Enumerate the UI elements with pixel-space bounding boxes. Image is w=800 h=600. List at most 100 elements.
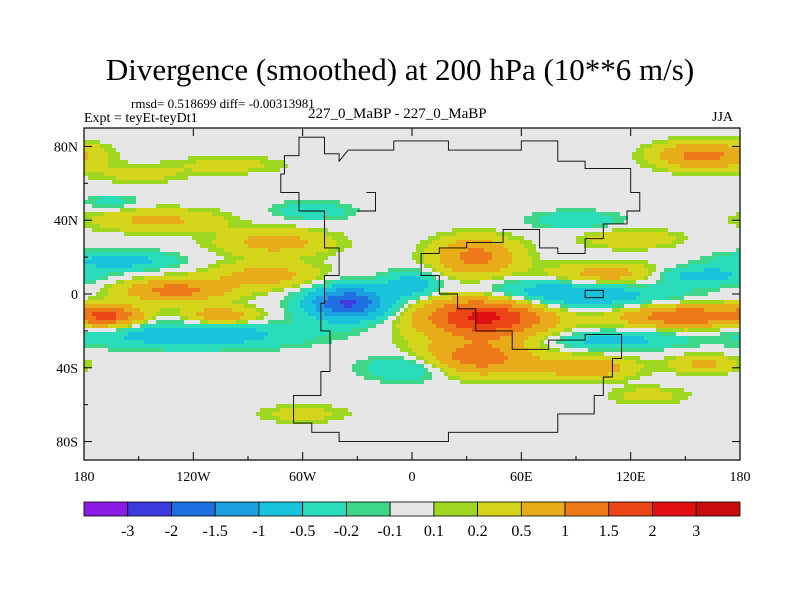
field-cell [632,208,637,213]
field-cell [128,156,133,161]
field-cell [332,232,337,237]
field-cell [520,188,525,193]
field-cell [216,144,221,149]
field-cell [272,200,277,205]
field-cell [676,144,681,149]
field-cell [664,132,669,137]
field-cell [460,200,465,205]
field-cell [508,152,513,157]
field-cell [292,228,297,233]
field-cell [412,200,417,205]
field-cell [264,180,269,185]
field-cell [124,220,129,225]
field-cell [304,200,309,205]
field-cell [472,236,477,241]
field-cell [116,160,121,165]
field-cell [736,156,741,161]
field-cell [360,132,365,137]
field-cell [300,152,305,157]
field-cell [672,188,677,193]
field-cell [328,180,333,185]
field-cell [580,160,585,165]
field-cell [692,224,697,229]
field-cell [292,140,297,145]
field-cell [552,144,557,149]
field-cell [188,228,193,233]
field-cell [720,156,725,161]
field-cell [260,188,265,193]
field-cell [708,216,713,221]
field-cell [164,140,169,145]
field-cell [644,192,649,197]
field-cell [680,204,685,209]
field-cell [524,144,529,149]
field-cell [408,216,413,221]
field-cell [696,160,701,165]
field-cell [304,128,309,133]
field-cell [392,152,397,157]
field-cell [228,168,233,173]
field-cell [388,176,393,181]
field-cell [120,156,125,161]
field-cell [696,188,701,193]
field-cell [320,136,325,141]
field-cell [360,240,365,245]
field-cell [472,184,477,189]
field-cell [380,172,385,177]
field-cell [312,236,317,241]
field-cell [672,164,677,169]
field-cell [112,160,117,165]
field-cell [304,248,309,253]
field-cell [576,224,581,229]
field-cell [688,160,693,165]
field-cell [108,232,113,237]
field-cell [616,204,621,209]
field-cell [296,224,301,229]
field-cell [180,132,185,137]
field-cell [560,232,565,237]
field-cell [148,244,153,249]
field-cell [140,208,145,213]
field-cell [560,152,565,157]
field-cell [352,164,357,169]
field-cell [104,236,109,241]
field-cell [508,220,513,225]
field-cell [212,192,217,197]
field-cell [244,136,249,141]
field-cell [92,196,97,201]
field-cell [728,244,733,249]
field-cell [688,244,693,249]
field-cell [624,184,629,189]
field-cell [200,144,205,149]
field-cell [152,196,157,201]
field-cell [104,128,109,133]
field-cell [588,212,593,217]
field-cell [656,180,661,185]
field-cell [276,140,281,145]
field-cell [460,228,465,233]
field-cell [492,136,497,141]
field-cell [156,160,161,165]
field-cell [696,204,701,209]
field-cell [272,152,277,157]
field-cell [548,140,553,145]
field-cell [624,176,629,181]
field-cell [208,236,213,241]
field-cell [564,172,569,177]
field-cell [564,148,569,153]
field-cell [168,208,173,213]
field-cell [276,128,281,133]
field-cell [152,216,157,221]
field-cell [312,232,317,237]
field-cell [156,212,161,217]
field-cell [152,148,157,153]
field-cell [424,152,429,157]
field-cell [512,144,517,149]
field-cell [712,140,717,145]
field-cell [276,176,281,181]
field-cell [616,188,621,193]
field-cell [112,140,117,145]
field-cell [344,140,349,145]
field-cell [540,228,545,233]
field-cell [520,204,525,209]
